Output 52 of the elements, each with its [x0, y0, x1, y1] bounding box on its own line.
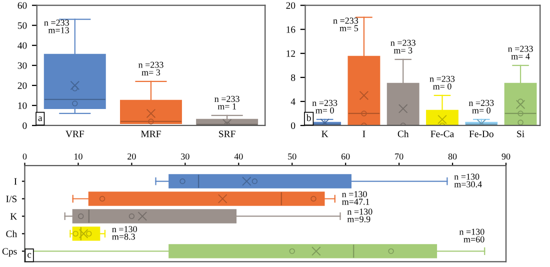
- x-tick-label: Ch: [398, 130, 409, 138]
- y-tick-label: K: [10, 213, 18, 220]
- x-tick-label: I: [362, 130, 366, 138]
- x-tick-label: SRF: [219, 130, 236, 138]
- x-tick-label: 40: [234, 153, 243, 160]
- x-tick-label: Si: [517, 130, 524, 138]
- y-tick-label: 0: [22, 122, 27, 129]
- annotation: n =130 m=9.9: [347, 208, 372, 222]
- y-tick-label: I/S: [6, 196, 17, 202]
- y-tick-label: 4: [290, 98, 296, 105]
- y-tick-label: 10: [18, 102, 27, 109]
- y-tick-label: 60: [18, 2, 27, 9]
- y-tick-label: 0: [291, 122, 296, 129]
- annotation: n =233 m= 0: [430, 76, 455, 90]
- annotation: n =130 m=60: [459, 228, 484, 242]
- annotation: n =233 m= 4: [508, 46, 533, 60]
- x-tick-label: K: [322, 130, 328, 138]
- annotation: c: [28, 253, 32, 258]
- annotation: n =233 m= 3: [138, 62, 164, 76]
- y-tick-label: 12: [286, 50, 295, 57]
- x-tick-label: 10: [74, 153, 82, 160]
- annotation: n =233 m= 1: [214, 96, 240, 110]
- x-tick-label: 70: [395, 153, 404, 160]
- annotation: n =233 m= 3: [390, 40, 416, 54]
- x-tick-label: 30: [181, 153, 190, 160]
- annotation: n =130 m=30.4: [454, 174, 482, 188]
- annotation: n =130 m=8.3: [112, 226, 137, 240]
- x-tick-label: 90: [502, 153, 510, 160]
- annotation: n =233 m= 5: [333, 18, 358, 32]
- y-tick-label: 20: [286, 2, 296, 9]
- annotation: b: [306, 114, 311, 122]
- y-tick-label: I: [14, 178, 17, 185]
- y-tick-label: Cps: [2, 248, 17, 257]
- y-tick-label: 40: [18, 42, 27, 49]
- x-tick-label: MRF: [140, 130, 161, 138]
- y-tick-label: 30: [18, 62, 27, 69]
- x-tick-label: VRF: [66, 130, 84, 138]
- y-tick-label: 20: [18, 82, 27, 89]
- x-tick-label: Fe-Do: [469, 130, 494, 138]
- annotation: n =233 m= 0: [468, 100, 494, 114]
- annotation: n =233 m= 0: [312, 100, 338, 114]
- x-tick-label: 80: [448, 153, 457, 160]
- y-tick-label: 50: [18, 22, 27, 29]
- y-tick-label: 8: [291, 74, 296, 81]
- annotation: a: [38, 116, 42, 122]
- annotation: n =130 m=47.1: [342, 191, 370, 205]
- x-tick-label: Fe-Ca: [430, 130, 454, 138]
- annotation: n =233 m=13: [44, 20, 69, 34]
- x-tick-label: 60: [341, 153, 350, 160]
- y-tick-label: Ch: [6, 230, 17, 238]
- x-tick-label: 20: [128, 153, 136, 160]
- y-tick-label: 16: [286, 26, 296, 33]
